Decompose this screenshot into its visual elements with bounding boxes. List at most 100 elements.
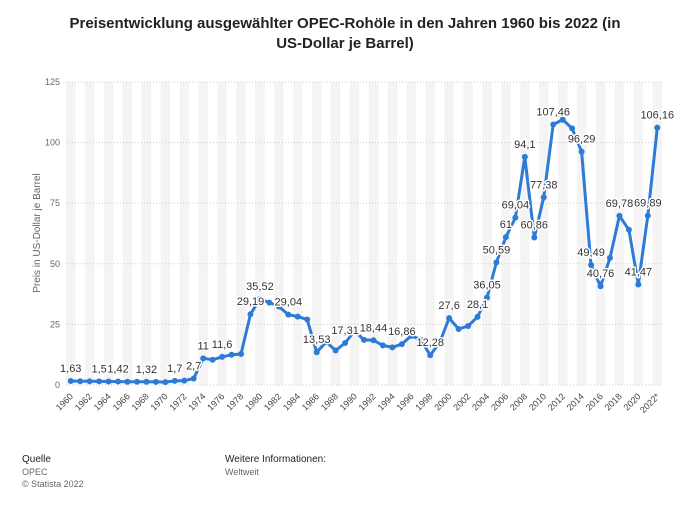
point xyxy=(606,254,613,261)
point xyxy=(294,313,301,320)
x-tick-label: 1964 xyxy=(92,391,113,412)
point xyxy=(313,349,320,356)
background-band xyxy=(387,82,398,385)
value-label: 41,47 xyxy=(625,266,653,278)
x-tick-label: 2018 xyxy=(603,391,624,412)
value-label: 50,59 xyxy=(483,244,511,256)
background-band xyxy=(103,82,114,385)
background-band xyxy=(236,82,246,385)
background-band xyxy=(520,82,530,385)
x-tick-label: 1994 xyxy=(376,391,397,412)
value-label: 49,49 xyxy=(577,247,605,259)
point xyxy=(285,311,292,318)
point xyxy=(143,378,150,385)
background-band xyxy=(501,82,511,385)
x-tick-label: 2002 xyxy=(451,391,472,412)
value-label: 1,32 xyxy=(136,364,157,376)
x-tick-label: 1972 xyxy=(167,391,188,412)
point xyxy=(96,378,103,385)
background-band xyxy=(66,82,76,385)
point xyxy=(455,325,462,332)
point xyxy=(436,339,443,346)
point xyxy=(597,283,604,290)
point xyxy=(493,259,500,266)
point xyxy=(275,303,282,310)
point xyxy=(370,337,377,344)
x-tick-label: 2000 xyxy=(432,391,453,412)
background-band xyxy=(160,82,171,385)
background-band xyxy=(255,82,265,385)
point xyxy=(152,378,159,385)
x-tick-label: 2004 xyxy=(470,391,491,412)
background-band xyxy=(311,82,322,385)
background-band xyxy=(633,82,644,385)
point xyxy=(200,355,207,362)
background-band xyxy=(614,82,625,385)
background-band xyxy=(274,82,284,385)
point xyxy=(654,124,661,131)
background-band xyxy=(368,82,379,385)
value-label: 36,05 xyxy=(473,280,501,292)
copyright: © Statista 2022 xyxy=(22,479,84,489)
x-tick-label: 1960 xyxy=(54,391,75,412)
x-tick-label: 1996 xyxy=(394,391,415,412)
value-label: 1,63 xyxy=(60,363,81,375)
source: OPEC xyxy=(22,467,48,477)
x-tick-label: 1970 xyxy=(149,391,170,412)
background-band xyxy=(595,82,606,385)
x-tick-label: 1968 xyxy=(130,391,151,412)
x-tick-label: 2014 xyxy=(565,391,586,412)
x-tick-label: 2016 xyxy=(584,391,605,412)
value-label: 1,42 xyxy=(107,364,128,376)
background-band xyxy=(179,82,189,385)
background-band xyxy=(122,82,133,385)
x-tick-label: 1992 xyxy=(357,391,378,412)
value-label: 11,6 xyxy=(212,339,233,351)
background-band xyxy=(425,82,435,385)
point xyxy=(266,299,273,306)
point xyxy=(379,342,386,349)
info-heading: Weitere Informationen: xyxy=(225,454,326,465)
value-label: 77,38 xyxy=(530,179,558,191)
background-band xyxy=(482,82,492,385)
point xyxy=(171,377,178,384)
point xyxy=(247,311,254,318)
point xyxy=(483,294,490,301)
point xyxy=(181,377,188,384)
x-tick-label: 1966 xyxy=(111,391,132,412)
source-heading: Quelle xyxy=(22,454,51,465)
point xyxy=(190,375,197,382)
point xyxy=(417,336,424,343)
x-tick-label: 1978 xyxy=(224,391,245,412)
x-tick-label: 1984 xyxy=(281,391,302,412)
background-band xyxy=(652,82,662,385)
point xyxy=(540,194,547,201)
point xyxy=(67,378,74,385)
x-tick-label: 2006 xyxy=(489,391,510,412)
point xyxy=(550,121,557,128)
x-tick-label: 2010 xyxy=(527,391,548,412)
value-label: 69,89 xyxy=(634,198,662,210)
value-label: 107,46 xyxy=(536,107,570,119)
point xyxy=(625,226,632,233)
y-tick-label: 125 xyxy=(45,77,60,87)
x-tick-label: 1990 xyxy=(338,391,359,412)
point xyxy=(361,336,367,343)
background-band xyxy=(330,82,341,385)
value-label: 1,7 xyxy=(167,363,182,375)
background-band xyxy=(557,82,568,385)
point xyxy=(389,344,396,351)
value-label: 96,29 xyxy=(568,134,596,146)
value-label: 28,1 xyxy=(467,299,488,311)
point xyxy=(124,378,131,385)
x-tick-label: 1986 xyxy=(300,391,321,412)
y-tick-label: 50 xyxy=(50,259,60,269)
point xyxy=(351,328,358,335)
point xyxy=(228,351,235,358)
x-tick-label: 1982 xyxy=(262,391,283,412)
point xyxy=(465,322,472,329)
background-band xyxy=(444,82,454,385)
background-band xyxy=(349,82,360,385)
value-label: 2,7 xyxy=(186,360,201,372)
x-tick-label: 1962 xyxy=(73,391,94,412)
